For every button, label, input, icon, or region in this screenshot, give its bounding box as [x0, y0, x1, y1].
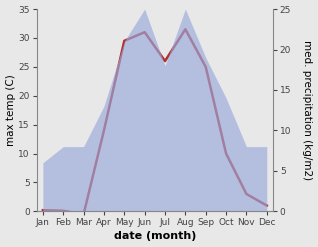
X-axis label: date (month): date (month) [114, 231, 196, 242]
Y-axis label: med. precipitation (kg/m2): med. precipitation (kg/m2) [302, 40, 313, 180]
Y-axis label: max temp (C): max temp (C) [5, 74, 16, 146]
